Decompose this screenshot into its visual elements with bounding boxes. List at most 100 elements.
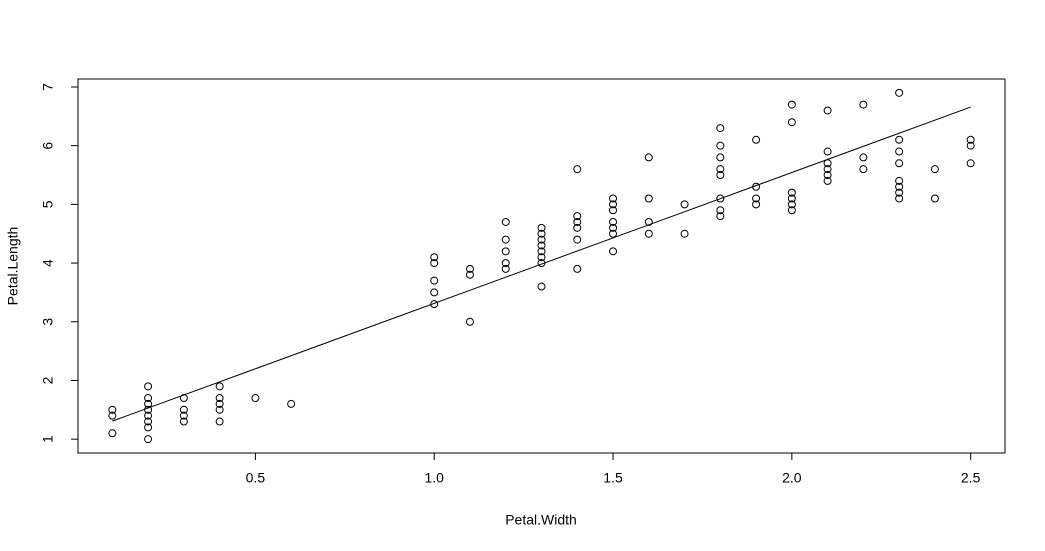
point: [716, 171, 725, 180]
point: [108, 405, 117, 414]
point: [573, 212, 582, 221]
y-tick-label: 7: [40, 83, 56, 91]
point: [716, 165, 725, 174]
point: [930, 194, 939, 203]
point: [680, 229, 689, 238]
x-tick-label: 0.5: [246, 470, 266, 486]
point: [895, 159, 904, 168]
point: [501, 247, 510, 256]
point: [716, 153, 725, 162]
point: [465, 270, 474, 279]
point: [716, 194, 725, 203]
point: [716, 212, 725, 221]
point: [501, 259, 510, 268]
point: [966, 135, 975, 144]
point: [179, 411, 188, 420]
point: [966, 141, 975, 150]
point: [537, 229, 546, 238]
point: [609, 217, 618, 226]
point: [537, 247, 546, 256]
y-tick-label: 2: [40, 376, 56, 384]
point: [966, 159, 975, 168]
point: [537, 241, 546, 250]
point: [179, 417, 188, 426]
point: [644, 217, 653, 226]
point: [465, 317, 474, 326]
point: [215, 394, 224, 403]
point: [501, 264, 510, 273]
y-tick-label: 1: [40, 435, 56, 443]
point: [537, 253, 546, 262]
point: [680, 200, 689, 209]
x-axis-label: Petal.Width: [505, 512, 577, 528]
point: [215, 399, 224, 408]
point: [501, 235, 510, 244]
point: [609, 200, 618, 209]
point: [430, 288, 439, 297]
point: [251, 394, 260, 403]
point: [144, 435, 153, 444]
plot-box: [77, 78, 1006, 454]
point: [215, 405, 224, 414]
point: [752, 194, 761, 203]
point: [573, 223, 582, 232]
point: [609, 247, 618, 256]
point: [573, 264, 582, 273]
point: [895, 88, 904, 97]
point: [823, 176, 832, 185]
point: [823, 147, 832, 156]
point: [609, 223, 618, 232]
point: [537, 235, 546, 244]
point: [215, 382, 224, 391]
point: [787, 100, 796, 109]
point: [430, 259, 439, 268]
point: [537, 282, 546, 291]
point: [895, 194, 904, 203]
point: [895, 188, 904, 197]
point: [609, 206, 618, 215]
point: [573, 217, 582, 226]
point: [501, 217, 510, 226]
point: [895, 147, 904, 156]
point: [644, 153, 653, 162]
point: [823, 106, 832, 115]
point: [430, 253, 439, 262]
point: [859, 153, 868, 162]
point: [895, 176, 904, 185]
x-tick-label: 1.5: [603, 470, 623, 486]
point: [287, 399, 296, 408]
point: [787, 200, 796, 209]
point: [537, 223, 546, 232]
point: [752, 200, 761, 209]
y-tick-label: 6: [40, 142, 56, 150]
y-tick-label: 3: [40, 318, 56, 326]
point: [144, 394, 153, 403]
point: [859, 100, 868, 109]
point: [144, 423, 153, 432]
point: [144, 417, 153, 426]
point: [752, 135, 761, 144]
point: [644, 229, 653, 238]
fit-line: [112, 106, 971, 422]
point: [930, 165, 939, 174]
y-axis-label: Petal.Length: [5, 227, 21, 306]
point: [465, 264, 474, 273]
x-tick-label: 2.0: [782, 470, 802, 486]
point: [144, 411, 153, 420]
point: [716, 141, 725, 150]
point: [644, 194, 653, 203]
point: [716, 206, 725, 215]
point: [895, 182, 904, 191]
point: [787, 118, 796, 127]
point: [609, 229, 618, 238]
point: [859, 165, 868, 174]
point: [787, 194, 796, 203]
point: [787, 188, 796, 197]
point: [573, 235, 582, 244]
point: [108, 429, 117, 438]
point: [895, 135, 904, 144]
point: [144, 399, 153, 408]
point: [823, 171, 832, 180]
